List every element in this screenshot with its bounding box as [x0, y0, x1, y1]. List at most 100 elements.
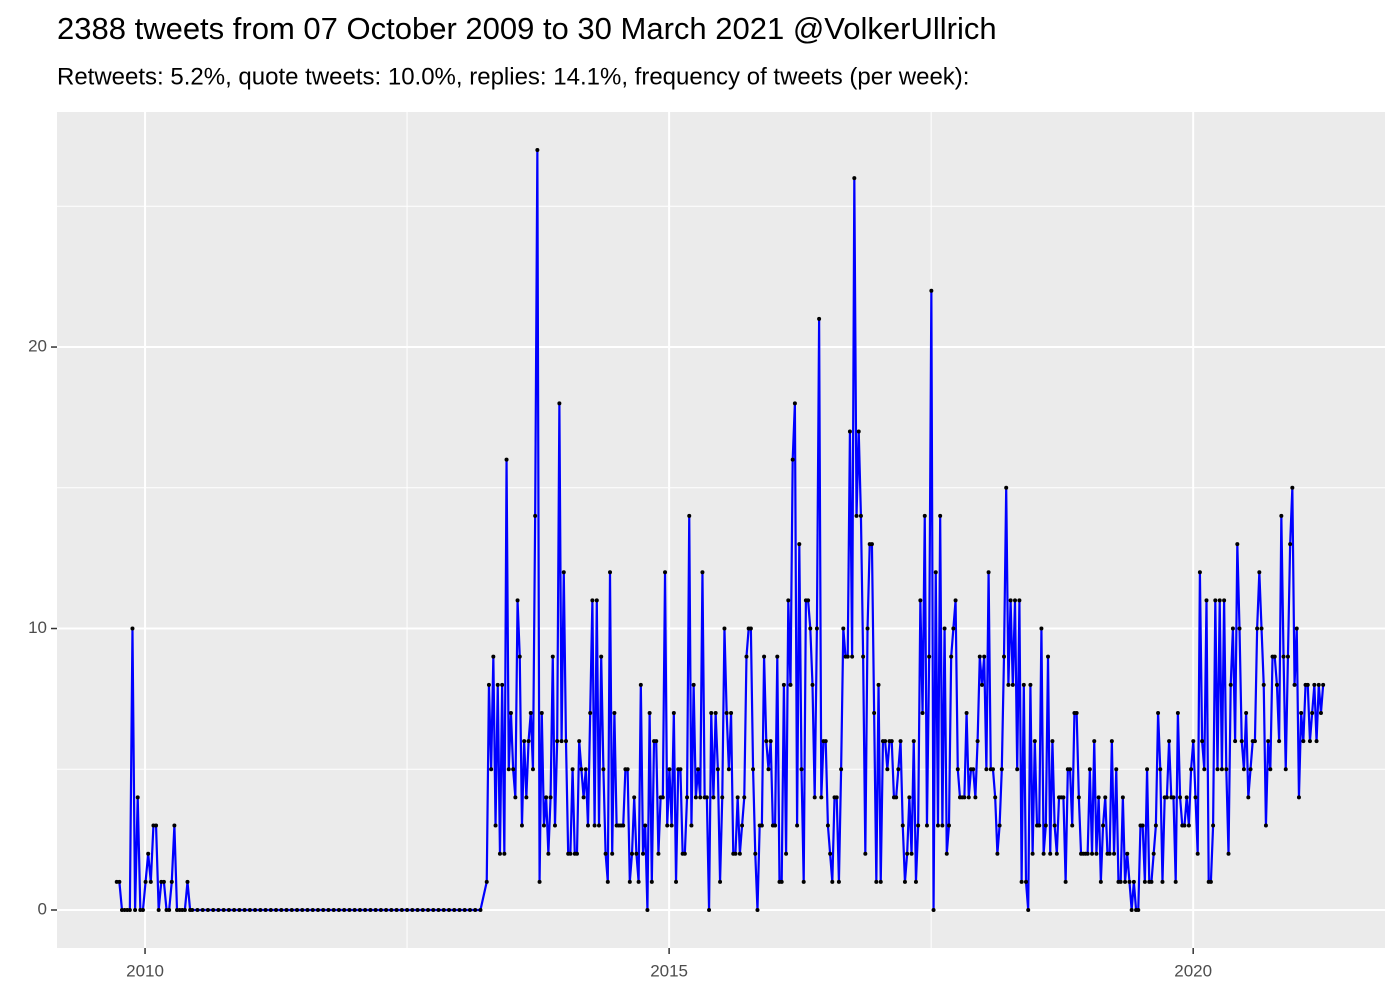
data-point — [707, 908, 712, 912]
chart-subtitle: Retweets: 5.2%, quote tweets: 10.0%, rep… — [57, 63, 969, 90]
data-point — [916, 823, 921, 828]
data-point — [1074, 710, 1079, 715]
data-point — [649, 879, 654, 884]
data-point — [1109, 739, 1114, 744]
data-point — [786, 598, 791, 603]
data-point — [1043, 823, 1048, 828]
data-point — [1028, 682, 1033, 687]
data-point — [368, 908, 373, 912]
data-point — [1230, 626, 1235, 631]
data-point — [1061, 795, 1066, 800]
data-point — [535, 148, 540, 152]
data-point — [946, 823, 951, 828]
data-point — [669, 823, 674, 828]
data-point — [426, 908, 431, 912]
data-point — [1167, 739, 1172, 744]
data-point — [823, 739, 828, 744]
data-point — [841, 626, 846, 631]
data-point — [161, 879, 166, 884]
data-point — [801, 879, 806, 884]
data-point — [630, 851, 635, 856]
data-point — [484, 879, 489, 884]
data-point — [143, 879, 148, 884]
data-point — [1173, 879, 1178, 884]
data-point — [834, 795, 839, 800]
data-point — [647, 710, 652, 715]
data-point — [636, 879, 641, 884]
data-point — [812, 795, 817, 800]
data-point — [596, 823, 601, 828]
data-point — [1145, 767, 1150, 772]
data-point — [585, 823, 590, 828]
data-point — [973, 795, 978, 800]
data-point — [722, 626, 727, 631]
data-point — [1290, 485, 1295, 490]
data-point — [1156, 710, 1161, 715]
data-point — [279, 908, 284, 912]
y-tick-label: 20 — [28, 337, 47, 356]
data-point — [751, 767, 756, 772]
data-point — [938, 513, 943, 518]
data-point — [1096, 795, 1101, 800]
data-point — [979, 682, 984, 687]
data-point — [506, 767, 511, 772]
y-tick-label: 0 — [38, 899, 47, 918]
data-point — [795, 823, 800, 828]
data-point — [117, 879, 122, 884]
data-point — [1151, 851, 1156, 856]
data-point — [927, 654, 932, 659]
data-point — [825, 823, 830, 828]
data-point — [775, 654, 780, 659]
data-point — [1158, 767, 1163, 772]
data-point — [1246, 795, 1251, 800]
data-point — [1015, 767, 1020, 772]
data-point — [1010, 682, 1015, 687]
data-point — [530, 767, 535, 772]
data-point — [964, 710, 969, 715]
data-point — [1191, 739, 1196, 744]
data-point — [1318, 710, 1323, 715]
data-point — [955, 767, 960, 772]
data-point — [953, 598, 958, 603]
data-point — [755, 908, 760, 912]
data-point — [1068, 767, 1073, 772]
data-point — [742, 795, 747, 800]
data-point — [698, 795, 703, 800]
data-point — [1213, 598, 1218, 603]
data-point — [1244, 710, 1249, 715]
data-point — [905, 851, 910, 856]
data-point — [762, 654, 767, 659]
data-point — [781, 682, 786, 687]
data-point — [185, 879, 190, 884]
data-point — [410, 908, 415, 912]
data-point — [550, 654, 555, 659]
data-point — [784, 851, 789, 856]
data-point — [768, 739, 773, 744]
data-point — [517, 654, 522, 659]
data-point — [1211, 823, 1216, 828]
chart-title: 2388 tweets from 07 October 2009 to 30 M… — [57, 11, 997, 46]
data-point — [735, 795, 740, 800]
x-tick-label: 2015 — [650, 961, 688, 980]
data-point — [808, 626, 813, 631]
data-point — [508, 710, 513, 715]
data-point — [1285, 654, 1290, 659]
data-point — [858, 513, 863, 518]
data-point — [399, 908, 404, 912]
data-point — [274, 908, 279, 912]
data-point — [169, 879, 174, 884]
data-point — [1090, 851, 1095, 856]
data-point — [247, 908, 252, 912]
data-point — [854, 513, 859, 518]
data-point — [599, 654, 604, 659]
data-point — [847, 429, 852, 434]
data-point — [172, 823, 177, 828]
data-point — [242, 908, 247, 912]
data-point — [1004, 485, 1009, 490]
data-point — [610, 851, 615, 856]
data-point — [156, 908, 161, 912]
data-point — [993, 795, 998, 800]
data-point — [748, 626, 753, 631]
data-point — [601, 767, 606, 772]
data-point — [995, 851, 1000, 856]
